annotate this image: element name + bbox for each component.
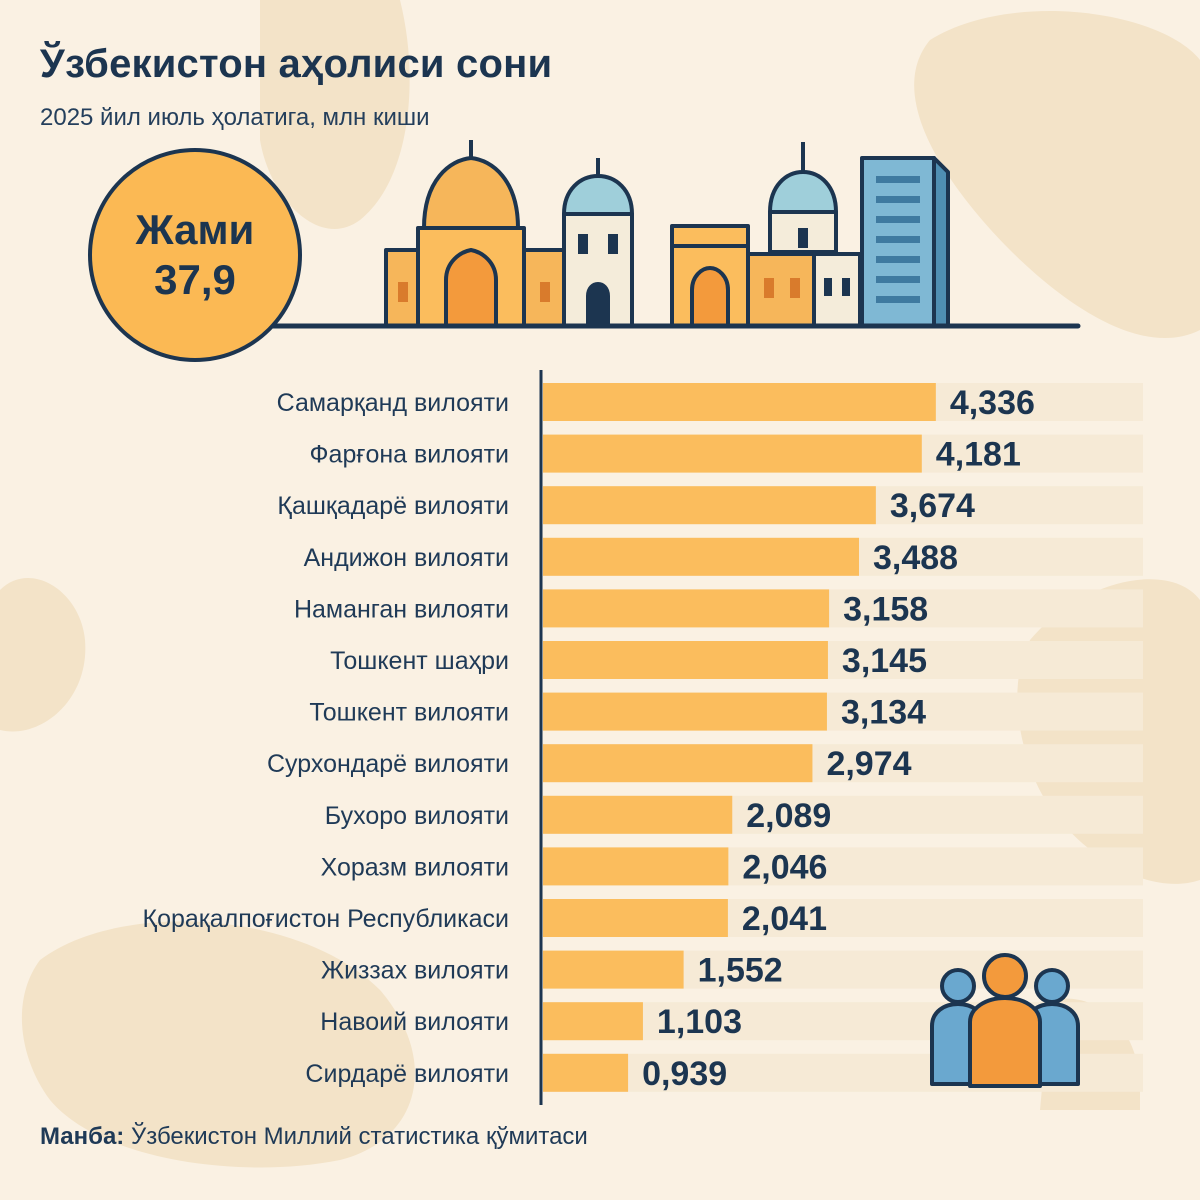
bar [543, 744, 813, 783]
total-value: 37,9 [154, 256, 236, 303]
source-text: Ўзбекистон Миллий статистика қўмитаси [130, 1123, 588, 1150]
bar-chart: Самарқанд вилояти Фарғона вилояти Қашқадар… [143, 370, 1143, 1105]
value-label: 3,134 [841, 694, 926, 732]
value-label: 3,488 [873, 539, 958, 577]
value-label: 2,046 [742, 848, 827, 886]
page-subtitle: 2025 йил июль ҳолатига, млн киши [40, 104, 430, 131]
value-label: 2,089 [746, 797, 831, 835]
category-label: Андижон вилояти [304, 544, 509, 572]
bar [543, 641, 828, 679]
bar [543, 434, 922, 473]
category-label: Сурхондарё вилояти [267, 750, 509, 778]
value-label: 3,145 [842, 642, 927, 680]
bar [543, 1053, 629, 1092]
value-label: 2,041 [742, 900, 827, 938]
category-label: Жиззах вилояти [321, 957, 509, 985]
source-note: Манба: Ўзбекистон Миллий статистика қўми… [40, 1123, 588, 1151]
category-label: Самарқанд вилояти [277, 389, 509, 417]
value-label: 4,181 [936, 436, 1021, 474]
category-label: Қорақалпоғистон Республикаси [143, 905, 509, 933]
value-label: 2,974 [826, 745, 911, 783]
category-label: Тошкент вилояти [309, 699, 509, 727]
category-label: Сирдарё вилояти [305, 1060, 509, 1088]
category-label: Фарғона вилояти [310, 441, 509, 469]
bar [543, 589, 830, 628]
value-label: 1,552 [698, 952, 783, 990]
value-label: 1,103 [657, 1003, 742, 1041]
bar [543, 795, 733, 834]
category-label: Навоий вилояти [320, 1008, 509, 1036]
category-label: Наманган вилояти [294, 595, 509, 623]
category-label: Хоразм вилояти [321, 853, 509, 881]
value-label: 3,674 [890, 487, 975, 525]
category-label: Бухоро вилояти [325, 802, 509, 830]
bar [543, 847, 729, 886]
bar [543, 692, 827, 731]
category-label: Қашқадарё вилояти [277, 492, 509, 520]
value-label: 0,939 [642, 1055, 727, 1093]
city-skyline-illustration [247, 140, 1081, 329]
bar [543, 486, 876, 525]
bar [543, 1002, 643, 1041]
page-title: Ўзбекистон аҳолиси сони [40, 42, 553, 86]
category-label: Тошкент шаҳри [330, 647, 509, 675]
bar [543, 899, 728, 937]
bar [543, 537, 860, 576]
bar [543, 950, 684, 989]
bar [543, 383, 936, 421]
total-badge: Жами 37,9 [88, 148, 302, 362]
total-label: Жами [135, 205, 255, 253]
value-label: 3,158 [843, 590, 928, 628]
source-label: Манба: [40, 1123, 125, 1150]
value-label: 4,336 [950, 384, 1035, 422]
